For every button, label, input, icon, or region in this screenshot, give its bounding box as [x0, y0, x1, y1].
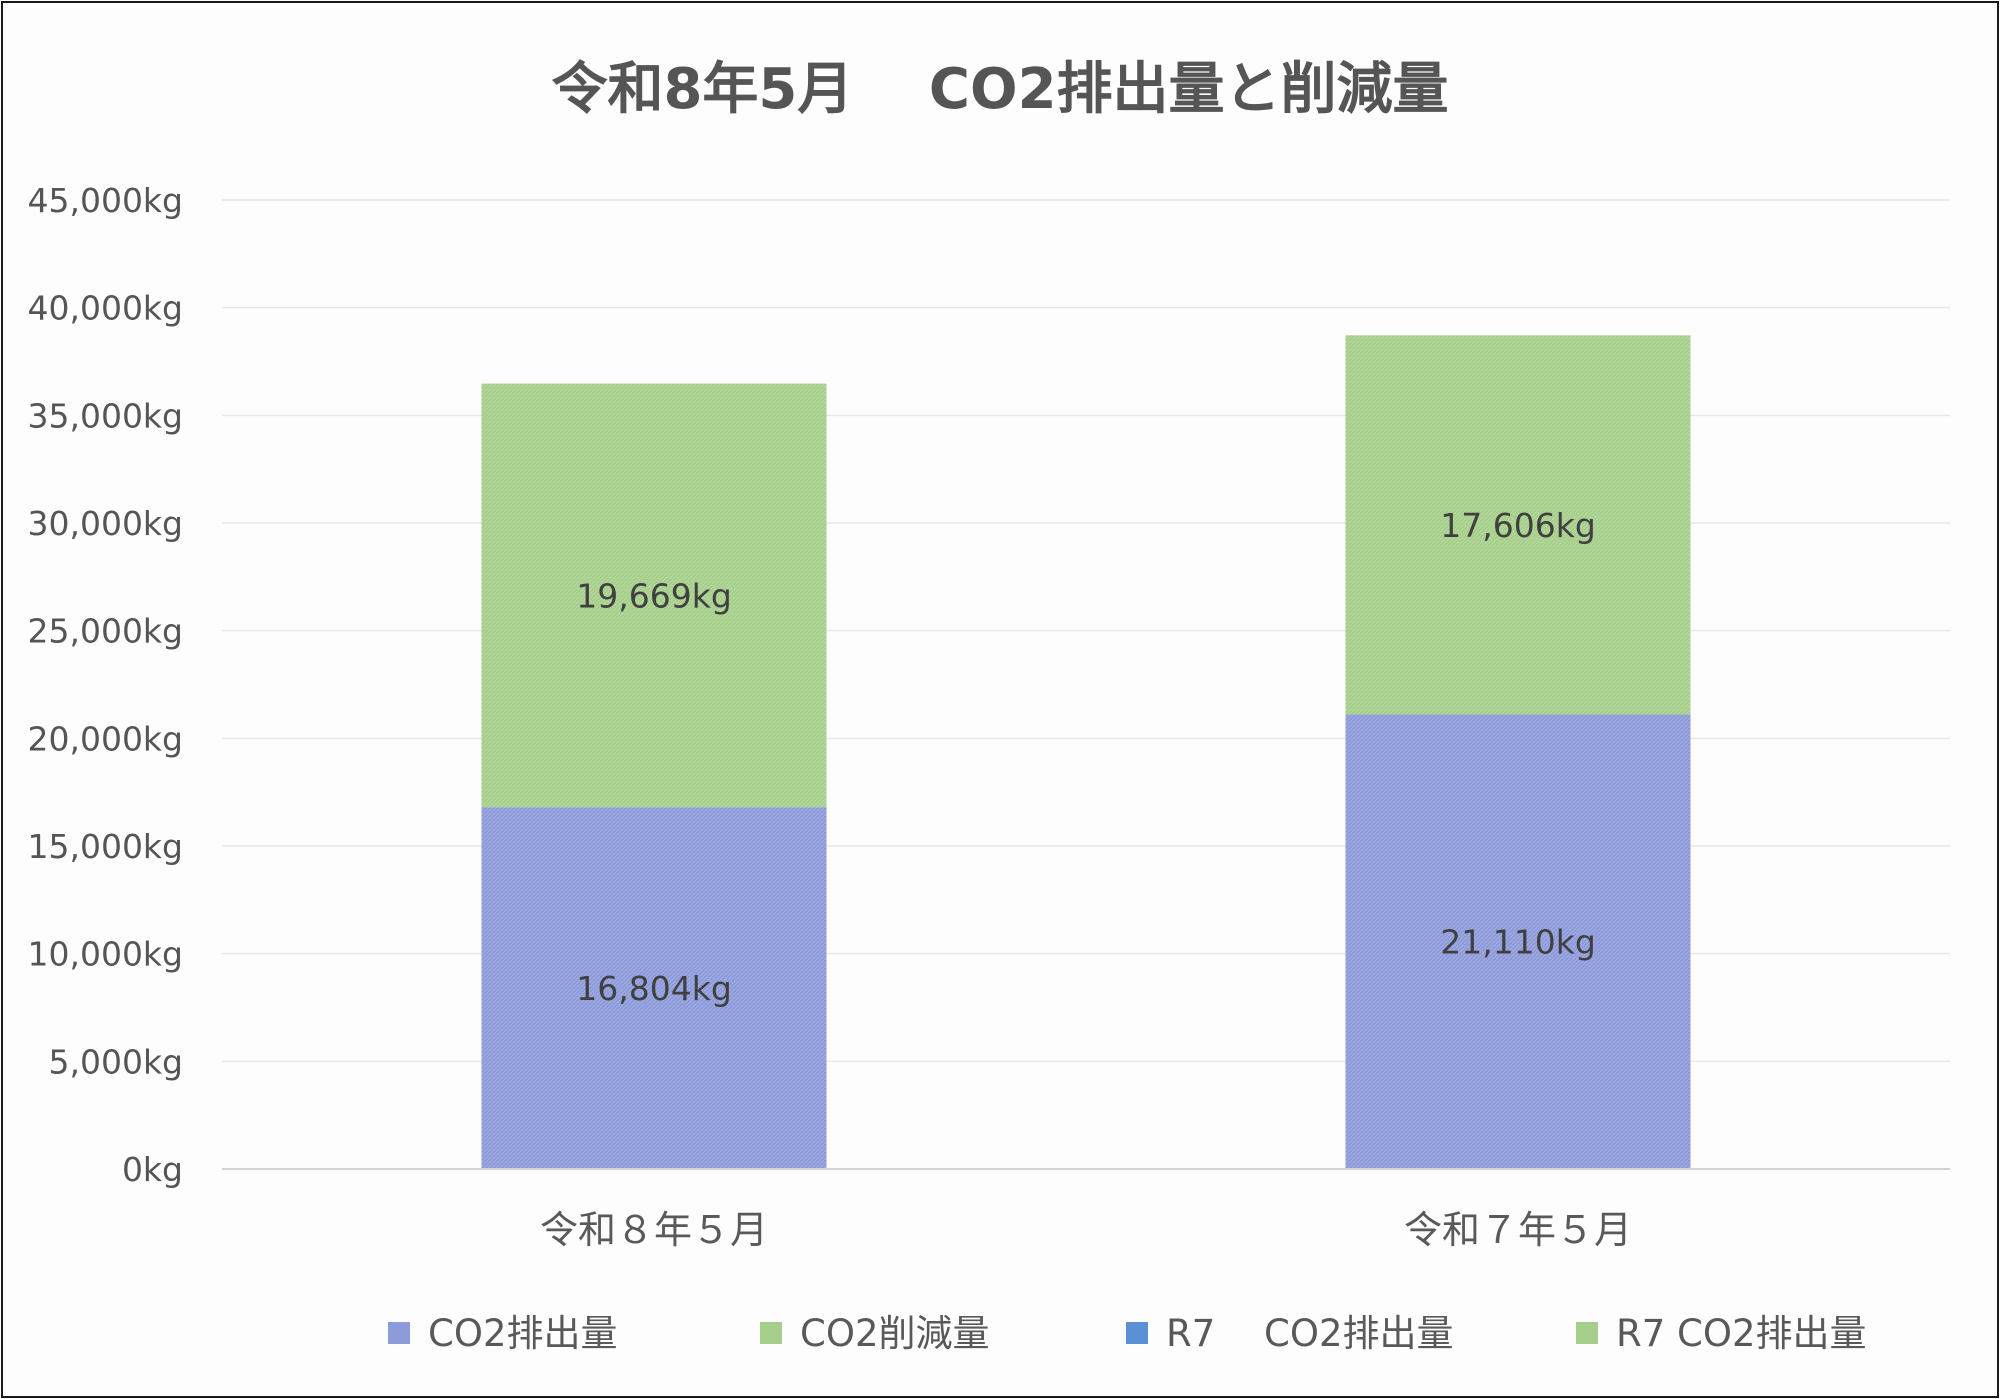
chart-title: 令和8年5月 CO2排出量と削減量 — [551, 57, 1448, 122]
y-tick-label: 35,000kg — [27, 396, 183, 435]
y-tick-label: 5,000kg — [48, 1042, 183, 1081]
bar-reduction-texture — [1345, 335, 1691, 715]
legend-swatch — [760, 1322, 782, 1344]
gridlines — [222, 199, 1950, 1063]
y-tick-label: 25,000kg — [27, 612, 183, 651]
data-label: 16,804kg — [576, 969, 732, 1008]
x-category-label: 令和７年５月 — [1404, 1208, 1632, 1252]
legend-label: CO2削減量 — [800, 1312, 990, 1355]
y-axis-tick-labels: 0kg 5,000kg 10,000kg 15,000kg 20,000kg 25,000… — [27, 181, 183, 1189]
legend-label: R7 CO2排出量 — [1166, 1312, 1454, 1355]
data-label: 19,669kg — [576, 576, 732, 615]
bar-reduction-texture — [481, 383, 827, 808]
legend: CO2排出量 CO2削減量 R7 CO2排出量 R7 CO2排出量 — [388, 1312, 1867, 1355]
legend-swatch — [1126, 1322, 1148, 1344]
data-label: 17,606kg — [1440, 506, 1596, 545]
bars: 16,804kg 19,669kg 21,110kg 17,606kg — [481, 335, 1691, 1169]
y-tick-label: 45,000kg — [27, 181, 183, 220]
legend-swatch — [388, 1322, 410, 1344]
legend-swatch — [1576, 1322, 1598, 1344]
y-tick-label: 15,000kg — [27, 827, 183, 866]
legend-label: CO2排出量 — [428, 1312, 618, 1355]
y-tick-label: 20,000kg — [27, 719, 183, 758]
x-axis-category-labels: 令和８年５月 令和７年５月 — [540, 1208, 1632, 1252]
y-tick-label: 40,000kg — [27, 289, 183, 328]
y-tick-label: 10,000kg — [27, 935, 183, 974]
legend-label: R7 CO2排出量 — [1616, 1312, 1867, 1355]
data-label: 21,110kg — [1440, 923, 1596, 962]
y-tick-label: 30,000kg — [27, 504, 183, 543]
x-category-label: 令和８年５月 — [540, 1208, 768, 1252]
bar-emission-texture — [1345, 714, 1691, 1169]
y-tick-label: 0kg — [122, 1150, 183, 1189]
bar-emission-texture — [481, 807, 827, 1169]
